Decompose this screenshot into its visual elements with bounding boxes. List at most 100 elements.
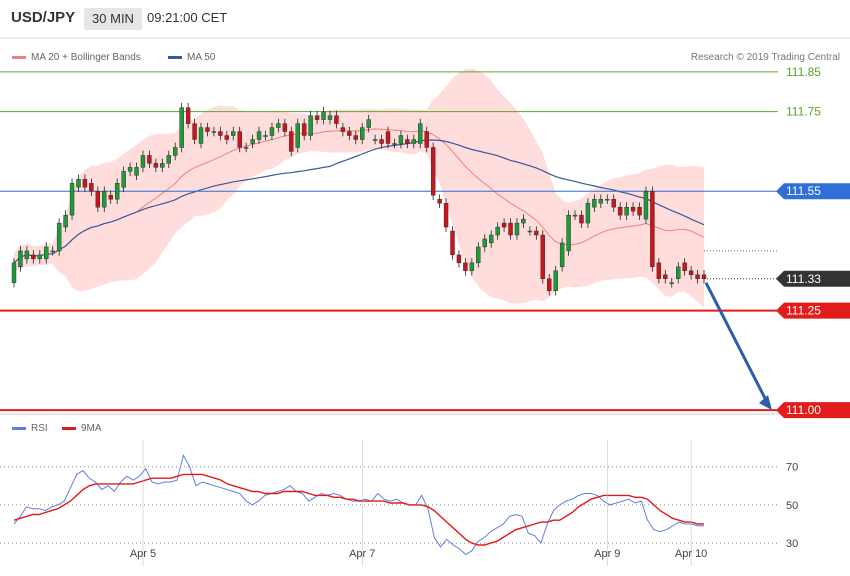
candle (682, 258, 687, 276)
candle (495, 222, 500, 240)
candle (624, 202, 629, 220)
candle (353, 130, 358, 145)
candle (37, 250, 42, 264)
candle-body (102, 191, 107, 208)
level-label-111.33: 111.33 (786, 272, 821, 286)
level-label-111.85: 111.85 (786, 65, 821, 79)
candle-body (605, 198, 610, 201)
candle-body (224, 135, 230, 140)
candle (44, 242, 49, 264)
candle-body (69, 183, 75, 216)
candle (160, 158, 165, 173)
candle-body (669, 282, 674, 284)
candle (430, 142, 436, 200)
candle (166, 150, 171, 169)
candle (405, 134, 410, 149)
candle-body (372, 139, 378, 141)
legend-ma50: MA 50 (168, 52, 215, 63)
candle-body (250, 139, 255, 144)
candle-body (592, 198, 597, 208)
candle (411, 134, 417, 149)
candle-body (63, 214, 68, 228)
candle (127, 162, 133, 177)
candle (289, 126, 294, 157)
candle-body (392, 143, 397, 145)
candle (469, 258, 475, 276)
candle (669, 277, 674, 288)
candle-body (301, 123, 307, 136)
candle (688, 266, 694, 280)
candle-body (205, 127, 210, 132)
candle (482, 234, 487, 252)
candle-body (282, 123, 288, 132)
candle (579, 210, 584, 228)
candle (514, 218, 520, 240)
candle-body (153, 163, 159, 168)
candle (69, 178, 75, 220)
candle-body (579, 214, 584, 224)
candle (211, 126, 217, 137)
rsi-tick-label: 30 (786, 538, 798, 550)
legend-rsi-ma-label: 9MA (81, 423, 102, 434)
candle-body (308, 115, 313, 136)
candle-body (276, 123, 281, 128)
candle (385, 126, 391, 149)
candle (676, 262, 681, 284)
candle-body (405, 139, 410, 144)
candle (598, 194, 604, 208)
candle (559, 238, 565, 272)
candle-body (173, 147, 178, 156)
candle (347, 126, 352, 141)
candle-body (231, 131, 236, 136)
chart-header: USD/JPY 30 MIN 09:21:00 CET (0, 0, 850, 38)
candle-body (385, 131, 391, 144)
timeframe-badge[interactable]: 30 MIN (84, 8, 142, 30)
candle-body (469, 262, 475, 272)
candle-body (347, 131, 352, 136)
candle-body (140, 155, 146, 168)
candle (572, 210, 578, 220)
candle-body (656, 262, 662, 279)
candle-body (89, 183, 94, 192)
level-tag-111.00 (776, 402, 850, 419)
candle (140, 150, 146, 173)
candle (463, 258, 468, 276)
candle (121, 166, 126, 193)
candle-body (637, 206, 642, 216)
candle-body (598, 198, 604, 204)
candle (540, 230, 545, 284)
candle (269, 122, 275, 141)
candle-body (50, 250, 55, 253)
candle (192, 118, 197, 145)
level-tag-111.55 (776, 183, 850, 200)
candle-body (585, 202, 591, 224)
credit-text: Research © 2019 Trading Central (690, 52, 840, 63)
candle-body (160, 163, 165, 168)
ma50-line (13, 139, 705, 264)
candle-body (237, 131, 242, 148)
x-tick-label: Apr 5 (130, 548, 156, 560)
candle-body (108, 195, 113, 200)
candle-body (476, 246, 481, 264)
candle-body (18, 250, 23, 268)
legend-ma20: MA 20 + Bollinger Bands (12, 52, 141, 63)
level-label-111.00: 111.00 (786, 403, 821, 417)
candle (198, 122, 204, 149)
candle-body (553, 270, 558, 291)
candle (650, 186, 655, 272)
candle-body (185, 107, 191, 124)
candle (82, 174, 88, 193)
candle (327, 110, 333, 125)
candle (443, 198, 449, 232)
candle-body (327, 115, 333, 120)
candle-body (437, 198, 442, 204)
candle-body (456, 254, 462, 264)
candle (231, 126, 236, 141)
candle-body (701, 274, 707, 279)
candle (31, 250, 36, 264)
legend-rsi-ma: 9MA (62, 423, 102, 434)
candle (89, 178, 94, 197)
candle-body (44, 246, 49, 260)
candle (218, 126, 223, 141)
